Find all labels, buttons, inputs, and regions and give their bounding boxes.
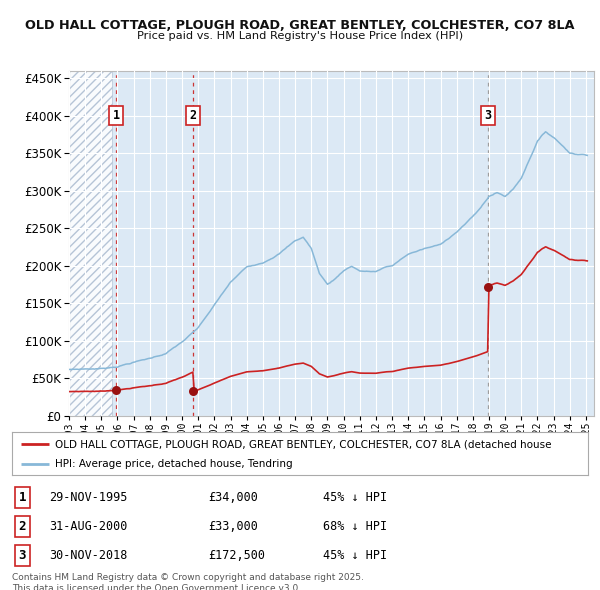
- Bar: [69, 71, 112, 416]
- Text: 45% ↓ HPI: 45% ↓ HPI: [323, 491, 387, 504]
- Text: 30-NOV-2018: 30-NOV-2018: [49, 549, 128, 562]
- Text: 1: 1: [19, 491, 26, 504]
- Text: 2: 2: [19, 520, 26, 533]
- Text: 1: 1: [112, 109, 119, 122]
- Text: £33,000: £33,000: [208, 520, 258, 533]
- Text: Price paid vs. HM Land Registry's House Price Index (HPI): Price paid vs. HM Land Registry's House …: [137, 31, 463, 41]
- Text: 68% ↓ HPI: 68% ↓ HPI: [323, 520, 387, 533]
- Text: 29-NOV-1995: 29-NOV-1995: [49, 491, 128, 504]
- Text: 2: 2: [190, 109, 196, 122]
- Text: £34,000: £34,000: [208, 491, 258, 504]
- Text: 45% ↓ HPI: 45% ↓ HPI: [323, 549, 387, 562]
- Text: OLD HALL COTTAGE, PLOUGH ROAD, GREAT BENTLEY, COLCHESTER, CO7 8LA: OLD HALL COTTAGE, PLOUGH ROAD, GREAT BEN…: [25, 19, 575, 32]
- Text: HPI: Average price, detached house, Tendring: HPI: Average price, detached house, Tend…: [55, 460, 293, 469]
- Text: 31-AUG-2000: 31-AUG-2000: [49, 520, 128, 533]
- Text: Contains HM Land Registry data © Crown copyright and database right 2025.
This d: Contains HM Land Registry data © Crown c…: [12, 573, 364, 590]
- Text: £172,500: £172,500: [208, 549, 265, 562]
- Text: 3: 3: [484, 109, 491, 122]
- Text: 3: 3: [19, 549, 26, 562]
- Text: OLD HALL COTTAGE, PLOUGH ROAD, GREAT BENTLEY, COLCHESTER, CO7 8LA (detached hous: OLD HALL COTTAGE, PLOUGH ROAD, GREAT BEN…: [55, 440, 552, 450]
